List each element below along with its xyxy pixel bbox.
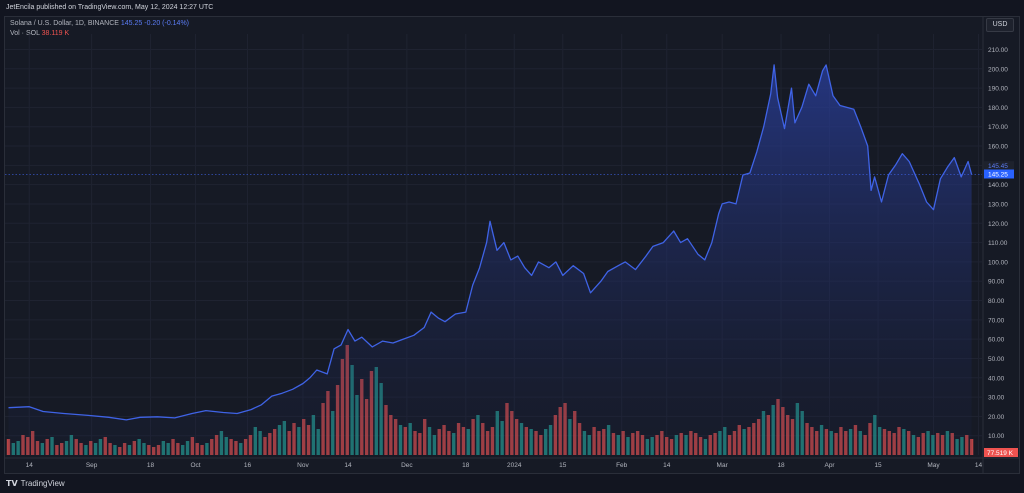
- y-tick-label: 140.00: [988, 182, 1008, 189]
- x-tick-label: 14: [975, 462, 983, 469]
- y-axis: 10.00 20.00 30.00 40.00 50.00 60.00 70.00 80.00…: [988, 47, 1008, 440]
- x-tick-label: 16: [244, 462, 252, 469]
- symbol-legend[interactable]: Solana / U.S. Dollar, 1D, BINANCE 145.25…: [10, 20, 189, 27]
- y-tick-label: 30.00: [988, 395, 1005, 402]
- x-tick-label: Nov: [297, 462, 309, 469]
- volume-label-bg: [984, 448, 1018, 457]
- volume-title: Vol · SOL: [10, 30, 40, 37]
- y-tick-label: 70.00: [988, 317, 1005, 324]
- x-tick-label: 15: [874, 462, 882, 469]
- y-tick-label: 50.00: [988, 356, 1005, 363]
- price-label-current-bg: [984, 169, 1014, 179]
- x-tick-label: Dec: [401, 462, 413, 469]
- volume-bar: [6, 439, 11, 455]
- x-axis: 14 Sep 18 Oct 16 Nov 14 Dec 18 2024 15 Feb 14 Mar 18 Ap…: [26, 462, 983, 469]
- x-tick-label: 18: [462, 462, 470, 469]
- x-tick-label: Apr: [824, 462, 835, 469]
- y-tick-label: 100.00: [988, 259, 1008, 266]
- y-tick-label: 10.00: [988, 433, 1005, 440]
- y-tick-label: 130.00: [988, 201, 1008, 208]
- y-tick-label: 40.00: [988, 375, 1005, 382]
- y-tick-label: 180.00: [988, 105, 1008, 112]
- price-area: [5, 64, 982, 456]
- price-label-bg: [984, 161, 1014, 171]
- x-tick-label: Mar: [717, 462, 729, 469]
- x-tick-label: 18: [777, 462, 785, 469]
- volume-value: 38.119 K: [41, 30, 70, 37]
- x-tick-label: 14: [344, 462, 352, 469]
- y-tick-label: 60.00: [988, 337, 1005, 344]
- price-line: [8, 64, 973, 421]
- x-tick-label: 2024: [507, 462, 522, 469]
- y-tick-label: 200.00: [988, 66, 1008, 73]
- x-tick-label: Feb: [616, 462, 628, 469]
- price-area-fill: [8, 64, 972, 456]
- x-tick-label: Sep: [86, 462, 98, 469]
- x-tick-label: May: [927, 462, 940, 469]
- symbol-title: Solana / U.S. Dollar, 1D, BINANCE: [10, 20, 119, 27]
- volume-axis-label: 77.519 K: [987, 450, 1014, 457]
- tradingview-logo-icon: 𝗧𝗩: [6, 479, 18, 488]
- volume-legend[interactable]: Vol · SOL 38.119 K: [10, 30, 69, 37]
- publisher-line: JetEncila published on TradingView.com, …: [6, 4, 214, 11]
- x-tick-label: 18: [147, 462, 155, 469]
- brand-name: TradingView: [20, 479, 65, 488]
- price-change: -0.20 (-0.14%): [144, 20, 190, 27]
- y-tick-label: 170.00: [988, 124, 1008, 131]
- y-tick-label: 120.00: [988, 221, 1008, 228]
- y-tick-label: 20.00: [988, 414, 1005, 421]
- x-tick-label: 14: [26, 462, 34, 469]
- volume-bar: [969, 439, 974, 455]
- y-tick-label: 160.00: [988, 144, 1008, 151]
- price-label-current: 145.25: [988, 171, 1008, 178]
- currency-selector[interactable]: USD: [986, 18, 1014, 32]
- y-tick-label: 210.00: [988, 47, 1008, 54]
- y-tick-label: 90.00: [988, 279, 1005, 286]
- last-price: 145.25: [120, 20, 143, 27]
- footer-brand[interactable]: 𝗧𝗩 TradingView: [6, 479, 65, 488]
- x-tick-label: 14: [663, 462, 671, 469]
- price-label-prev: 145.45: [988, 163, 1008, 170]
- x-tick-label: 15: [559, 462, 567, 469]
- y-tick-label: 110.00: [988, 240, 1008, 247]
- y-tick-label: 190.00: [988, 86, 1008, 93]
- y-tick-label: 80.00: [988, 298, 1005, 305]
- x-tick-label: Oct: [190, 462, 200, 469]
